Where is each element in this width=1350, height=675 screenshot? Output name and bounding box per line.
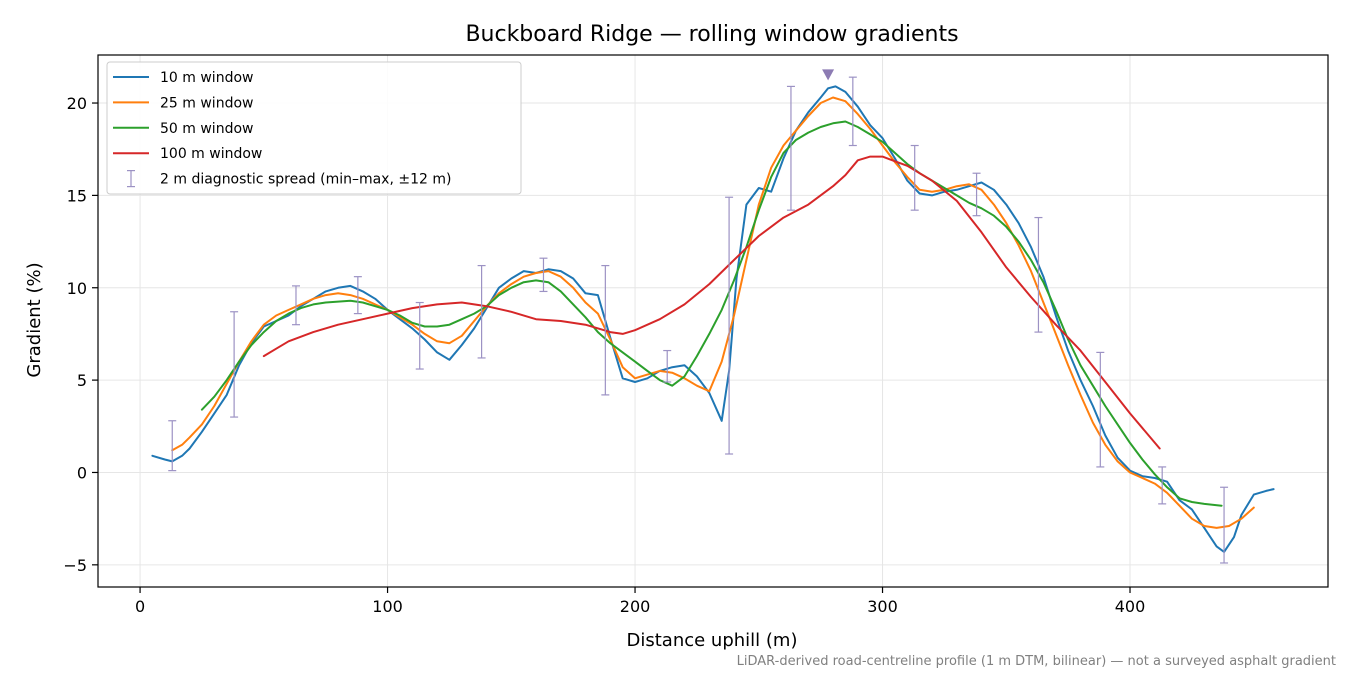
marker-layer xyxy=(822,69,835,81)
legend-label: 25 m window xyxy=(160,95,253,111)
legend-label: 50 m window xyxy=(160,121,253,137)
errorbar xyxy=(786,85,795,211)
errorbar xyxy=(477,264,486,359)
errorbar xyxy=(353,276,362,315)
legend-item: 2 m diagnostic spread (min–max, ±12 m) xyxy=(127,170,451,188)
errorbar xyxy=(1096,351,1105,468)
legend-item: 50 m window xyxy=(113,121,253,137)
legend-box xyxy=(106,61,522,195)
errorbar xyxy=(415,301,424,370)
legend-label: 10 m window xyxy=(160,70,253,86)
errorbar xyxy=(291,285,300,326)
legend: 10 m window 25 m window 50 m window 100 m w… xyxy=(106,61,522,195)
x-tick-label: 200 xyxy=(620,597,651,616)
y-tick-label: 0 xyxy=(77,463,87,482)
errorbar xyxy=(663,349,672,383)
errorbar xyxy=(539,257,548,293)
errorbar xyxy=(1220,486,1229,564)
legend-label: 2 m diagnostic spread (min–max, ±12 m) xyxy=(160,172,451,188)
y-tick-label: 10 xyxy=(67,279,87,298)
legend-item: 10 m window xyxy=(113,70,253,86)
errorbar xyxy=(1034,216,1043,333)
errorbar xyxy=(848,76,857,147)
peak-marker xyxy=(822,69,835,81)
legend-label: 100 m window xyxy=(160,146,262,162)
errorbar xyxy=(910,144,919,211)
errorbar xyxy=(601,264,610,396)
errorbar xyxy=(168,420,177,472)
errorbar xyxy=(972,172,981,217)
series-line-4 xyxy=(262,155,1161,450)
y-tick-label: 20 xyxy=(67,94,87,113)
y-tick-label: −5 xyxy=(63,556,87,575)
x-tick-label: 300 xyxy=(867,597,898,616)
series-layer xyxy=(151,85,1275,553)
y-axis-label: Gradient (%) xyxy=(24,262,45,377)
series-line-1 xyxy=(151,85,1275,553)
x-tick-label: 0 xyxy=(135,597,145,616)
y-axis-ticks: −5 0 5 10 15 20 xyxy=(63,94,98,575)
x-tick-label: 100 xyxy=(372,597,403,616)
errorbar xyxy=(1158,466,1167,505)
footnote: LiDAR-derived road-centreline profile (1… xyxy=(737,654,1336,669)
y-tick-label: 5 xyxy=(77,371,87,390)
errorbar-layer xyxy=(168,76,1229,564)
chart-title: Buckboard Ridge — rolling window gradien… xyxy=(465,22,958,47)
legend-item: 100 m window xyxy=(113,146,262,162)
plot-frame xyxy=(97,54,1329,588)
y-tick-label: 15 xyxy=(67,186,87,205)
series-line-3 xyxy=(200,120,1223,507)
series-line-2 xyxy=(171,96,1255,529)
legend-items: 10 m window 25 m window 50 m window 100 m w… xyxy=(113,70,451,188)
errorbar xyxy=(230,311,239,418)
legend-item: 25 m window xyxy=(113,95,253,111)
x-axis-ticks: 0 100 200 300 400 xyxy=(135,587,1145,616)
errorbar xyxy=(725,196,734,455)
x-tick-label: 400 xyxy=(1115,597,1146,616)
x-axis-label: Distance uphill (m) xyxy=(627,630,798,651)
